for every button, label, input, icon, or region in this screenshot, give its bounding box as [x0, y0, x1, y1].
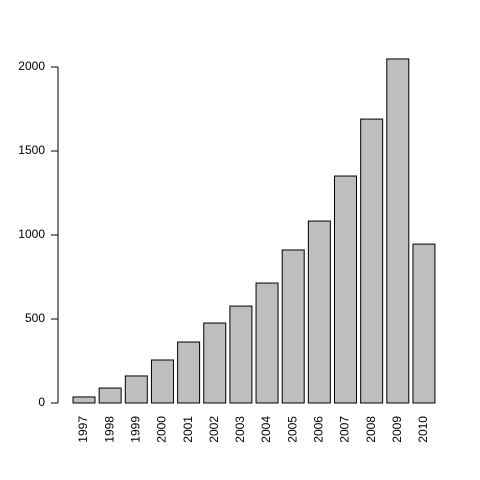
- x-tick-label: 2004: [259, 416, 273, 443]
- bar: [386, 58, 410, 404]
- x-tick-label: 2007: [338, 416, 352, 443]
- x-tick-label: 2009: [390, 416, 404, 443]
- bar: [412, 243, 436, 404]
- bar: [229, 305, 253, 404]
- bar: [98, 387, 122, 404]
- bar: [334, 175, 357, 404]
- bar: [281, 249, 305, 404]
- x-tick-label: 2005: [285, 416, 299, 443]
- y-tick-label: 1500: [18, 143, 45, 157]
- x-tick-label: 2006: [312, 416, 326, 443]
- x-tick-label: 2000: [155, 416, 169, 443]
- y-tick-label: 1000: [18, 227, 45, 241]
- x-tick-label: 2003: [233, 416, 247, 443]
- y-tick-label: 2000: [18, 59, 45, 73]
- x-tick-label: 2008: [364, 416, 378, 443]
- bar: [360, 118, 384, 404]
- x-tick-label: 2010: [416, 416, 430, 443]
- y-tick-label: 500: [25, 311, 45, 325]
- x-tick-label: 1999: [128, 416, 142, 443]
- x-tick-label: 2001: [181, 416, 195, 443]
- bar: [255, 282, 279, 404]
- x-tick-label: 1998: [102, 416, 116, 443]
- x-tick-label: 2002: [207, 416, 221, 443]
- y-tick-label: 0: [38, 395, 45, 409]
- bar: [177, 341, 201, 404]
- bar: [307, 220, 331, 404]
- x-tick-label: 1997: [76, 416, 90, 443]
- bar: [72, 396, 96, 404]
- bar: [203, 322, 227, 404]
- bar: [150, 359, 174, 404]
- bar: [124, 375, 148, 404]
